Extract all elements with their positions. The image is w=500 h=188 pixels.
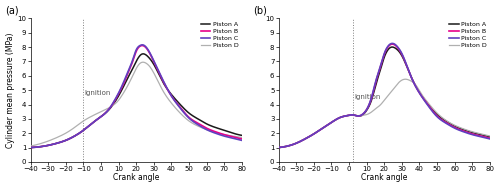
Piston C bbox=[142, 45, 148, 47]
Piston D bbox=[140, 61, 146, 63]
Piston C bbox=[449, 126, 455, 128]
Line: Piston C: Piston C bbox=[30, 45, 242, 148]
Piston B bbox=[376, 70, 382, 73]
Piston D bbox=[376, 105, 382, 107]
Piston C bbox=[402, 59, 408, 61]
Piston B bbox=[390, 43, 396, 45]
Piston A bbox=[142, 53, 148, 56]
Piston D bbox=[129, 76, 135, 78]
Piston A bbox=[487, 136, 493, 138]
Text: Ignition: Ignition bbox=[354, 94, 380, 100]
Line: Piston C: Piston C bbox=[278, 43, 490, 148]
Piston C bbox=[276, 146, 281, 149]
Piston D bbox=[276, 146, 281, 149]
Piston D bbox=[28, 145, 34, 147]
Piston A bbox=[390, 46, 396, 48]
Line: Piston D: Piston D bbox=[30, 62, 242, 146]
Piston C bbox=[390, 42, 396, 45]
Piston B bbox=[377, 66, 383, 69]
Piston C bbox=[487, 138, 493, 140]
Piston D bbox=[390, 89, 396, 91]
Piston B bbox=[140, 44, 145, 47]
Piston A bbox=[234, 133, 240, 136]
Piston D bbox=[128, 78, 134, 81]
Piston C bbox=[482, 137, 488, 139]
Piston A bbox=[140, 53, 146, 55]
Piston C bbox=[28, 146, 34, 149]
Piston D bbox=[402, 78, 408, 80]
Piston A bbox=[402, 61, 408, 63]
Piston B bbox=[201, 126, 207, 128]
Piston C bbox=[389, 42, 395, 45]
Piston D bbox=[239, 136, 245, 139]
Piston C bbox=[140, 44, 145, 46]
Piston D bbox=[449, 123, 455, 125]
Line: Piston B: Piston B bbox=[278, 44, 490, 148]
Piston A bbox=[449, 124, 455, 126]
Piston C bbox=[376, 70, 382, 72]
Piston B bbox=[239, 138, 245, 140]
X-axis label: Crank angle: Crank angle bbox=[361, 174, 408, 182]
Piston D bbox=[487, 135, 493, 137]
Piston C bbox=[129, 60, 135, 63]
Piston A bbox=[389, 46, 395, 48]
Legend: Piston A, Piston B, Piston C, Piston D: Piston A, Piston B, Piston C, Piston D bbox=[448, 20, 488, 49]
Text: (a): (a) bbox=[5, 6, 19, 16]
Legend: Piston A, Piston B, Piston C, Piston D: Piston A, Piston B, Piston C, Piston D bbox=[200, 20, 240, 49]
Piston C bbox=[154, 66, 160, 68]
Piston D bbox=[201, 128, 207, 130]
X-axis label: Crank angle: Crank angle bbox=[113, 174, 160, 182]
Piston C bbox=[234, 138, 240, 140]
Text: Ignition: Ignition bbox=[84, 90, 111, 96]
Line: Piston A: Piston A bbox=[278, 47, 490, 148]
Piston B bbox=[234, 137, 240, 139]
Piston D bbox=[142, 62, 148, 64]
Piston C bbox=[128, 64, 134, 66]
Y-axis label: Cylinder mean pressure (MPa): Cylinder mean pressure (MPa) bbox=[6, 32, 15, 148]
Piston B bbox=[128, 65, 134, 67]
Piston B bbox=[449, 125, 455, 127]
Piston B bbox=[487, 137, 493, 139]
Line: Piston B: Piston B bbox=[30, 45, 242, 148]
Piston C bbox=[377, 66, 383, 68]
Piston A bbox=[239, 134, 245, 136]
Piston B bbox=[28, 146, 34, 149]
Piston A bbox=[201, 121, 207, 124]
Line: Piston A: Piston A bbox=[30, 54, 242, 148]
Piston A bbox=[276, 146, 281, 149]
Piston D bbox=[402, 78, 407, 80]
Piston D bbox=[234, 136, 240, 138]
Piston A bbox=[129, 68, 135, 71]
Piston B bbox=[129, 62, 135, 64]
Piston A bbox=[482, 134, 488, 137]
Piston B bbox=[389, 43, 395, 45]
Piston A bbox=[376, 73, 382, 75]
Piston D bbox=[482, 134, 488, 136]
Text: (b): (b) bbox=[253, 6, 267, 16]
Piston D bbox=[154, 77, 160, 80]
Piston A bbox=[377, 69, 383, 71]
Piston C bbox=[201, 127, 207, 130]
Piston A bbox=[128, 71, 134, 73]
Piston B bbox=[402, 60, 408, 62]
Piston D bbox=[377, 104, 383, 106]
Piston A bbox=[154, 69, 160, 71]
Piston C bbox=[239, 139, 245, 142]
Piston B bbox=[142, 46, 148, 48]
Piston B bbox=[154, 67, 160, 69]
Piston B bbox=[276, 146, 281, 149]
Line: Piston D: Piston D bbox=[278, 79, 490, 148]
Piston B bbox=[482, 136, 488, 138]
Piston A bbox=[28, 146, 34, 149]
